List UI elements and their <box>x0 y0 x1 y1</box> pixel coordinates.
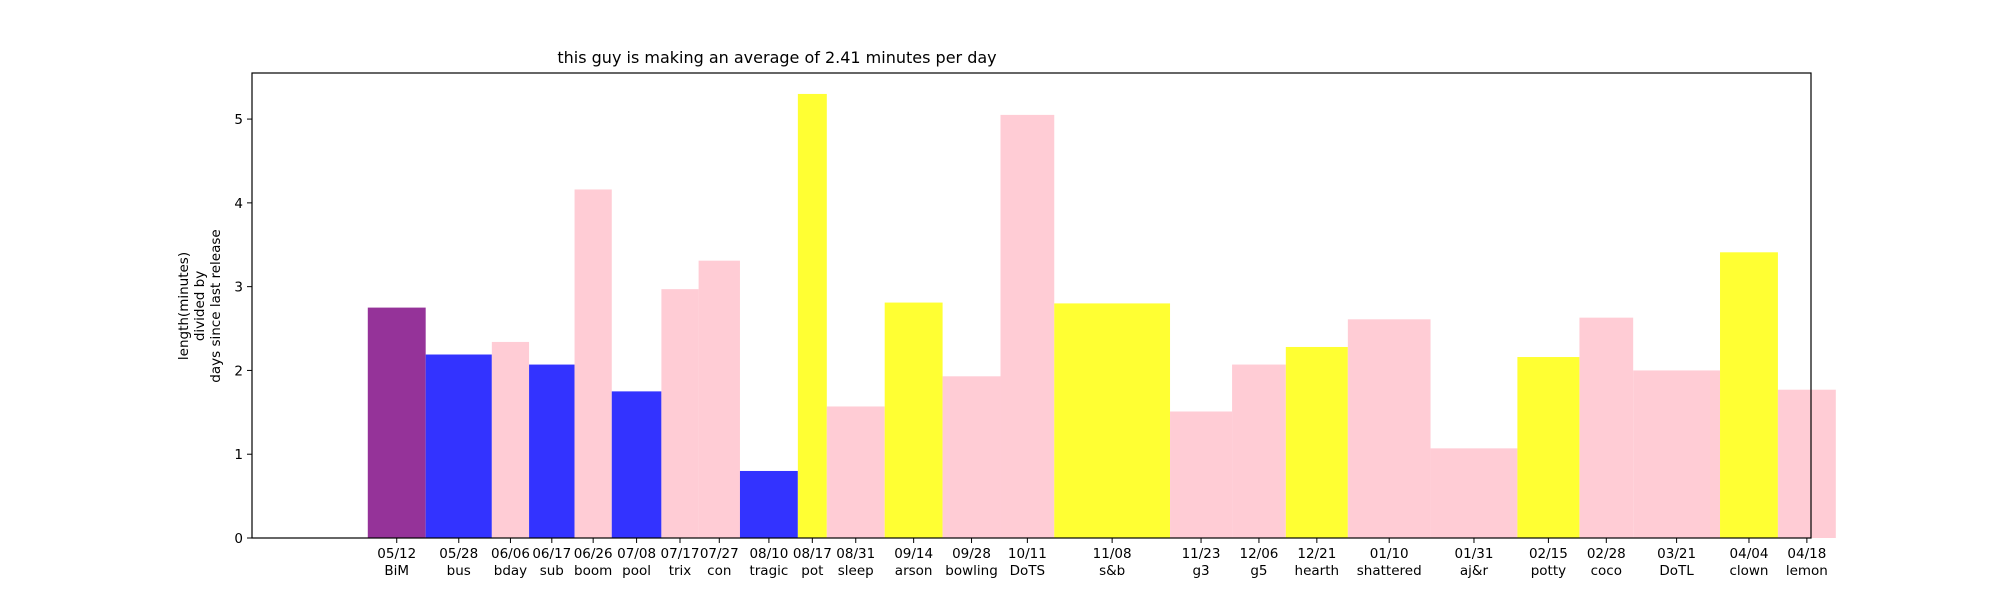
x-tick-label-date: 05/12 <box>377 546 416 562</box>
x-tick-label-name: boom <box>574 563 612 579</box>
bar-bus <box>425 354 492 538</box>
y-axis-label-line-1: length(minutes) <box>176 252 192 360</box>
x-tick-label-date: 02/28 <box>1587 546 1626 562</box>
x-tick-label-date: 06/06 <box>491 546 530 562</box>
y-tick-label: 5 <box>234 112 243 128</box>
x-tick-label-date: 04/18 <box>1787 546 1826 562</box>
x-tick-label-date: 11/23 <box>1182 546 1221 562</box>
x-tick-label-name: sub <box>540 563 564 579</box>
bar-shattered <box>1347 319 1431 538</box>
bar-hearth <box>1285 346 1348 538</box>
x-tick-label-name: g5 <box>1250 563 1267 579</box>
bar-arson <box>884 302 943 538</box>
bar-s&b <box>1054 303 1171 538</box>
x-tick-label-name: pot <box>801 563 823 579</box>
x-tick-label-name: trix <box>669 563 692 579</box>
x-tick-label-name: tragic <box>749 563 788 579</box>
bar-DoTL <box>1633 370 1721 538</box>
bar-sub <box>529 364 575 538</box>
bar-coco <box>1579 317 1634 538</box>
x-tick-label-date: 06/17 <box>532 546 571 562</box>
x-tick-label-name: g3 <box>1192 563 1209 579</box>
x-tick-label-date: 10/11 <box>1008 546 1047 562</box>
x-tick-label-name: DoTS <box>1010 563 1045 579</box>
x-tick-label-name: bowling <box>945 563 998 579</box>
bar-bday <box>491 341 530 538</box>
x-tick-label-date: 08/31 <box>836 546 875 562</box>
y-tick-label: 1 <box>234 447 243 463</box>
x-tick-label-date: 11/08 <box>1093 546 1132 562</box>
bar-BiM <box>367 307 426 538</box>
x-tick-label-name: sleep <box>838 563 874 579</box>
x-tick-label-date: 06/26 <box>574 546 613 562</box>
bar-clown <box>1720 252 1778 538</box>
x-tick-label-date: 07/17 <box>661 546 700 562</box>
y-axis-label: length(minutes) divided by days since la… <box>176 229 224 382</box>
x-tick-label-name: s&b <box>1099 563 1125 579</box>
y-tick-label: 3 <box>234 280 243 296</box>
x-tick-label-name: lemon <box>1786 563 1828 579</box>
x-tick-label-date: 07/08 <box>617 546 656 562</box>
x-tick-label-date: 04/04 <box>1730 546 1769 562</box>
x-tick-label-date: 03/21 <box>1657 546 1696 562</box>
x-tick-label-name: bday <box>494 563 527 579</box>
x-tick-label-name: arson <box>895 563 933 579</box>
bar-lemon <box>1777 389 1836 538</box>
x-tick-label-date: 02/15 <box>1529 546 1568 562</box>
y-axis-label-line-3: days since last release <box>208 229 224 382</box>
bar-g3 <box>1170 411 1233 538</box>
bars-layer <box>367 93 1836 538</box>
x-tick-label-name: aj&r <box>1460 563 1489 579</box>
x-tick-label-name: potty <box>1531 563 1566 579</box>
chart-title: this guy is making an average of 2.41 mi… <box>557 48 996 67</box>
bar-DoTS <box>1000 114 1055 538</box>
bar-trix <box>661 289 699 538</box>
x-tick-label-date: 09/28 <box>952 546 991 562</box>
y-tick-label: 4 <box>234 196 243 212</box>
x-tick-label-name: shattered <box>1357 563 1422 579</box>
x-tick-label-date: 01/10 <box>1370 546 1409 562</box>
bar-pot <box>797 93 827 538</box>
bar-potty <box>1517 357 1580 538</box>
bar-sleep <box>826 406 885 538</box>
y-axis-label-line-2: divided by <box>192 271 208 341</box>
x-tick-label-date: 12/06 <box>1239 546 1278 562</box>
bar-con <box>698 260 740 538</box>
x-tick-label-name: coco <box>1591 563 1622 579</box>
x-tick-label-name: pool <box>622 563 651 579</box>
ticks-layer: 05/12BiM05/28bus06/06bday06/17sub06/26bo… <box>234 112 1827 579</box>
bar-tragic <box>739 470 798 538</box>
x-tick-label-date: 05/28 <box>439 546 478 562</box>
x-tick-label-name: clown <box>1729 563 1768 579</box>
x-tick-label-name: bus <box>447 563 471 579</box>
bar-aj&r <box>1430 448 1518 538</box>
x-tick-label-name: BiM <box>384 563 409 579</box>
bar-boom <box>574 189 612 538</box>
y-tick-label: 0 <box>234 531 243 547</box>
bar-bowling <box>942 376 1001 538</box>
x-tick-label-date: 09/14 <box>894 546 933 562</box>
bar-g5 <box>1232 364 1286 538</box>
x-tick-label-name: hearth <box>1295 563 1340 579</box>
x-tick-label-name: DoTL <box>1659 563 1694 579</box>
x-tick-label-name: con <box>707 563 731 579</box>
y-tick-label: 2 <box>234 363 243 379</box>
plot-frame <box>251 72 1812 539</box>
x-tick-label-date: 01/31 <box>1455 546 1494 562</box>
x-tick-label-date: 07/27 <box>700 546 739 562</box>
x-tick-label-date: 12/21 <box>1297 546 1336 562</box>
bar-pool <box>611 391 662 538</box>
x-tick-label-date: 08/10 <box>749 546 788 562</box>
x-tick-label-date: 08/17 <box>793 546 832 562</box>
